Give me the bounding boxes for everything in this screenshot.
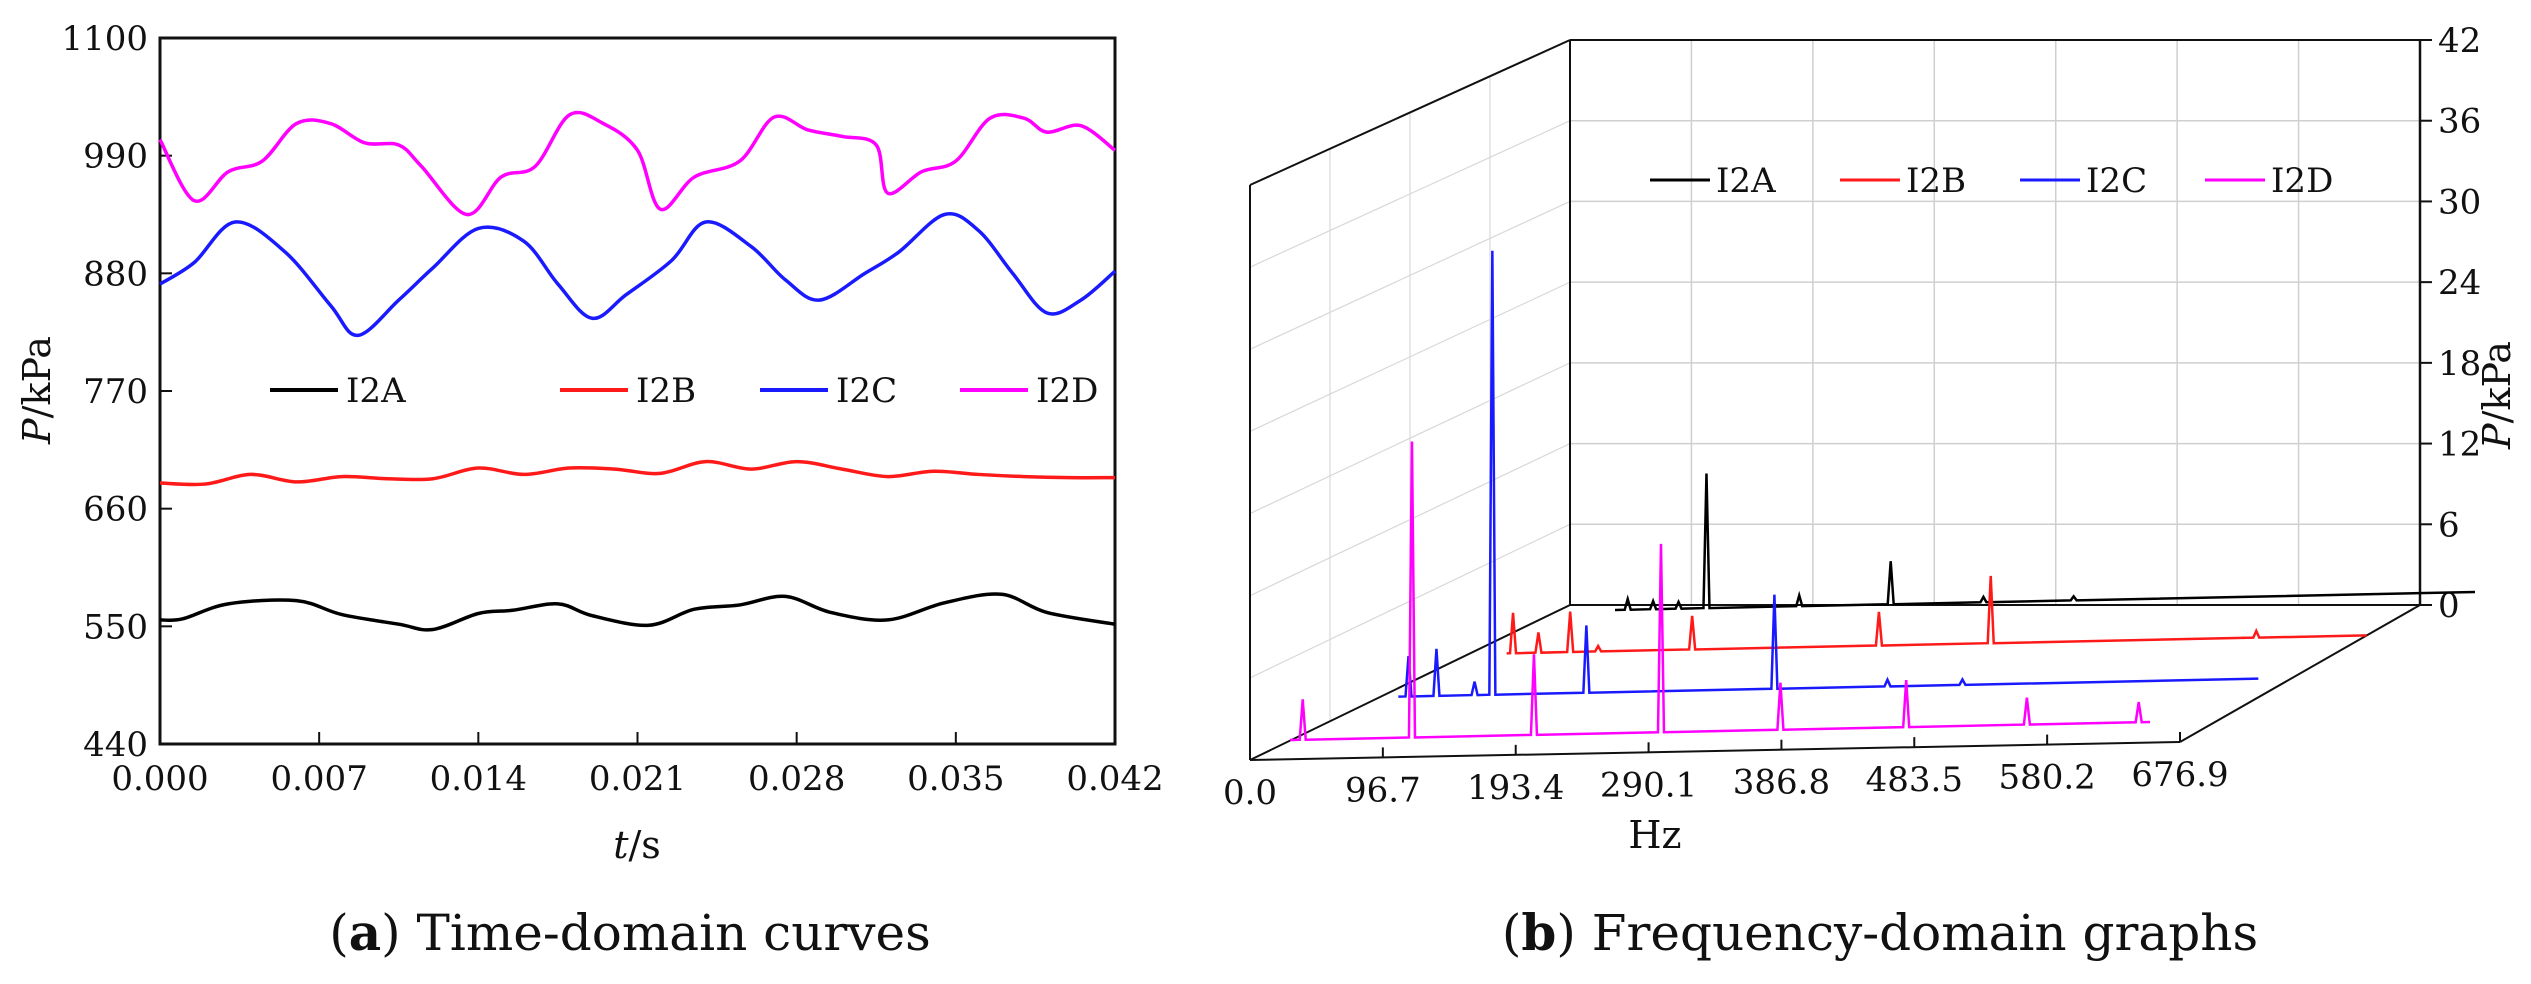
series-line-I2A xyxy=(1614,473,2476,612)
series-group xyxy=(1289,250,2476,742)
z-tick-label: 42 xyxy=(2438,21,2481,61)
x-tick-label: 0.007 xyxy=(270,759,367,799)
x-axis-label: Hz xyxy=(1628,813,1681,857)
x-tick-label: 0.035 xyxy=(907,759,1004,799)
x-tick-label: 0.021 xyxy=(589,759,686,799)
legend-label-I2A: I2A xyxy=(1716,161,1776,201)
x-tick-group: 0.0 96.7 193.4 290.1 386.8 483.5 580.2 676.9 xyxy=(1223,732,2229,813)
x-tick-group: 0.000 0.007 0.014 0.021 0.028 0.035 0.042 xyxy=(111,732,1164,799)
series-line-I2C xyxy=(159,212,1117,338)
z-tick-label: 30 xyxy=(2438,182,2481,222)
series-line-I2B xyxy=(1506,575,2367,655)
caption-a: (a) Time-domain curves xyxy=(329,903,931,962)
z-axis-label-unit: /kPa xyxy=(2475,341,2519,423)
x-tick-label: 0.000 xyxy=(111,759,208,799)
x-tick-label: 290.1 xyxy=(1600,765,1697,805)
z-tick-label: 36 xyxy=(2438,102,2481,142)
caption-b: (b) Frequency-domain graphs xyxy=(1502,903,2258,962)
y-tick-label: 770 xyxy=(83,372,148,412)
y-tick-label: 660 xyxy=(83,490,148,530)
caption-a-text: Time-domain curves xyxy=(417,904,931,962)
z-tick-label: 0 xyxy=(2438,586,2460,626)
legend-label-I2C: I2C xyxy=(836,371,897,411)
y-tick-label: 550 xyxy=(83,607,148,647)
x-tick-label: 580.2 xyxy=(1998,758,2095,798)
z-axis-label: P/kPa xyxy=(2475,341,2519,450)
legend-label-I2D: I2D xyxy=(1036,371,1098,411)
floor-edge xyxy=(2179,604,2421,743)
series-line-I2D xyxy=(158,110,1117,217)
legend: I2A I2B I2C I2D xyxy=(1650,161,2333,201)
x-tick-label: 676.9 xyxy=(2131,755,2228,795)
z-tick-label: 18 xyxy=(2438,344,2481,384)
front-axis-line xyxy=(1249,741,2181,761)
x-tick-label: 0.042 xyxy=(1066,759,1163,799)
z-tick-label: 24 xyxy=(2438,263,2481,303)
3d-box xyxy=(1249,39,2422,761)
y-tick-label: 440 xyxy=(83,725,148,765)
legend-label-I2A: I2A xyxy=(346,371,406,411)
z-tick-group: 0 6 12 18 24 30 36 42 xyxy=(2420,21,2481,626)
legend: I2A I2B I2C I2D xyxy=(270,371,1098,411)
x-tick-label: 193.4 xyxy=(1467,768,1564,808)
caption-b-label: b xyxy=(1521,903,1556,962)
series-line-I2B xyxy=(159,459,1116,487)
legend-label-I2C: I2C xyxy=(2086,161,2147,201)
y-tick-label: 1100 xyxy=(61,19,148,59)
x-tick-label: 0.028 xyxy=(748,759,845,799)
y-axis-label-unit: /kPa xyxy=(15,336,59,418)
caption-a-label: a xyxy=(349,903,381,962)
y-tick-label: 990 xyxy=(83,137,148,177)
series-group xyxy=(158,110,1117,632)
x-tick-label: 483.5 xyxy=(1866,760,1963,800)
y-tick-label: 880 xyxy=(83,254,148,294)
frequency-domain-chart: 0 6 12 18 24 30 36 42 0.0 96.7 193.4 290.1 386.8 483… xyxy=(1223,21,2519,962)
x-axis-label-italic: t xyxy=(613,823,629,867)
x-axis-label-unit: /s xyxy=(628,823,660,867)
z-tick-label: 6 xyxy=(2438,505,2460,545)
z-axis-label-italic: P xyxy=(2475,422,2519,450)
x-axis-label: t/s xyxy=(613,823,661,867)
legend-label-I2B: I2B xyxy=(1906,161,1966,201)
series-line-I2D xyxy=(1289,441,2151,742)
x-tick-label: 96.7 xyxy=(1345,770,1421,810)
y-tick-group: 440 550 660 770 880 990 1100 xyxy=(61,19,172,765)
z-tick-label: 12 xyxy=(2438,425,2481,465)
left-top-edge xyxy=(1249,39,1571,186)
legend-label-I2B: I2B xyxy=(636,371,696,411)
series-line-I2A xyxy=(159,592,1116,632)
legend-label-I2D: I2D xyxy=(2271,161,2333,201)
caption-b-text: Frequency-domain graphs xyxy=(1592,904,2258,962)
x-tick-label: 0.014 xyxy=(430,759,527,799)
series-line-I2C xyxy=(1398,250,2259,698)
x-tick-label: 386.8 xyxy=(1733,763,1830,803)
y-axis-label: P/kPa xyxy=(15,336,59,445)
y-axis-label-italic: P xyxy=(15,417,59,445)
x-tick-label: 0.0 xyxy=(1223,773,1277,813)
